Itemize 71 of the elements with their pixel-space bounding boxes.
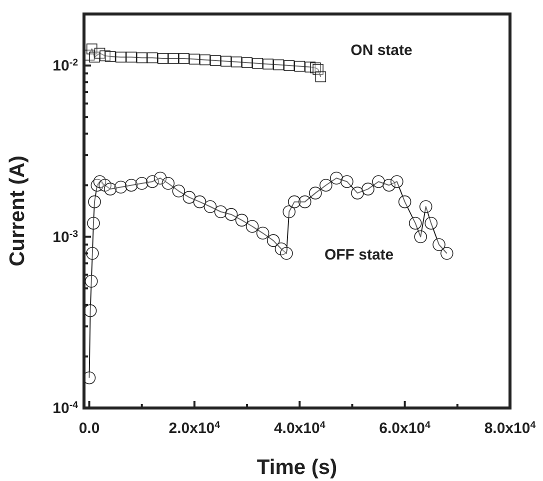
point bbox=[84, 274, 98, 288]
point bbox=[252, 58, 263, 69]
point bbox=[172, 184, 186, 198]
point bbox=[200, 54, 210, 66]
point bbox=[390, 175, 404, 188]
point bbox=[104, 182, 117, 196]
point bbox=[146, 52, 158, 64]
point bbox=[162, 176, 175, 190]
point bbox=[246, 220, 259, 233]
point bbox=[115, 52, 126, 63]
point bbox=[372, 175, 385, 188]
point bbox=[182, 190, 196, 204]
point bbox=[135, 176, 148, 190]
point bbox=[256, 226, 270, 240]
point bbox=[193, 195, 206, 208]
point bbox=[220, 56, 232, 67]
x-tick-label: 6.0x10$^{4}$ bbox=[379, 420, 432, 437]
point bbox=[104, 51, 116, 62]
point bbox=[330, 172, 343, 185]
point bbox=[84, 304, 97, 318]
point bbox=[414, 230, 427, 244]
point bbox=[136, 52, 148, 64]
point bbox=[124, 178, 138, 192]
point bbox=[419, 200, 432, 214]
point bbox=[288, 195, 301, 208]
point bbox=[408, 216, 422, 230]
point bbox=[88, 195, 101, 208]
series-label: OFF state bbox=[324, 246, 394, 264]
point bbox=[398, 195, 412, 208]
point bbox=[340, 175, 354, 188]
point bbox=[424, 216, 438, 230]
point bbox=[262, 58, 274, 70]
point bbox=[351, 186, 364, 200]
point bbox=[87, 216, 100, 230]
point bbox=[189, 54, 200, 65]
y-tick-label: 10$^{-4}$ bbox=[52, 400, 79, 417]
point bbox=[157, 53, 168, 64]
y-axis-title: Current (A) bbox=[6, 156, 29, 266]
point bbox=[440, 246, 454, 260]
point bbox=[204, 200, 217, 214]
point bbox=[282, 205, 296, 218]
x-tick-label: 4.0x10$^{4}$ bbox=[274, 420, 326, 437]
point bbox=[126, 52, 137, 63]
point bbox=[273, 59, 284, 70]
x-axis-title: Time (s) bbox=[256, 456, 338, 479]
point bbox=[231, 56, 242, 68]
point bbox=[280, 246, 293, 260]
point bbox=[294, 60, 306, 72]
point bbox=[224, 208, 238, 221]
x-tick-label: 0.0 bbox=[78, 420, 100, 437]
point bbox=[320, 178, 332, 192]
series-label: ON state bbox=[350, 42, 412, 59]
point bbox=[178, 53, 190, 64]
y-tick-label: 10$^{-2}$ bbox=[52, 57, 79, 75]
point bbox=[284, 60, 295, 71]
x-tick-label: 2.0x10$^{4}$ bbox=[168, 420, 221, 437]
point bbox=[266, 234, 280, 247]
point bbox=[214, 205, 228, 218]
point bbox=[235, 214, 248, 227]
point bbox=[242, 57, 252, 68]
point bbox=[432, 238, 446, 252]
point bbox=[309, 186, 322, 200]
y-tick-label: 10$^{-3}$ bbox=[52, 228, 79, 246]
point bbox=[362, 182, 374, 196]
point bbox=[114, 180, 128, 194]
point bbox=[210, 55, 221, 66]
point bbox=[168, 53, 179, 64]
point bbox=[315, 71, 326, 82]
point bbox=[298, 195, 312, 208]
point bbox=[86, 246, 99, 260]
x-tick-label: 8.0x10$^{4}$ bbox=[484, 420, 536, 437]
